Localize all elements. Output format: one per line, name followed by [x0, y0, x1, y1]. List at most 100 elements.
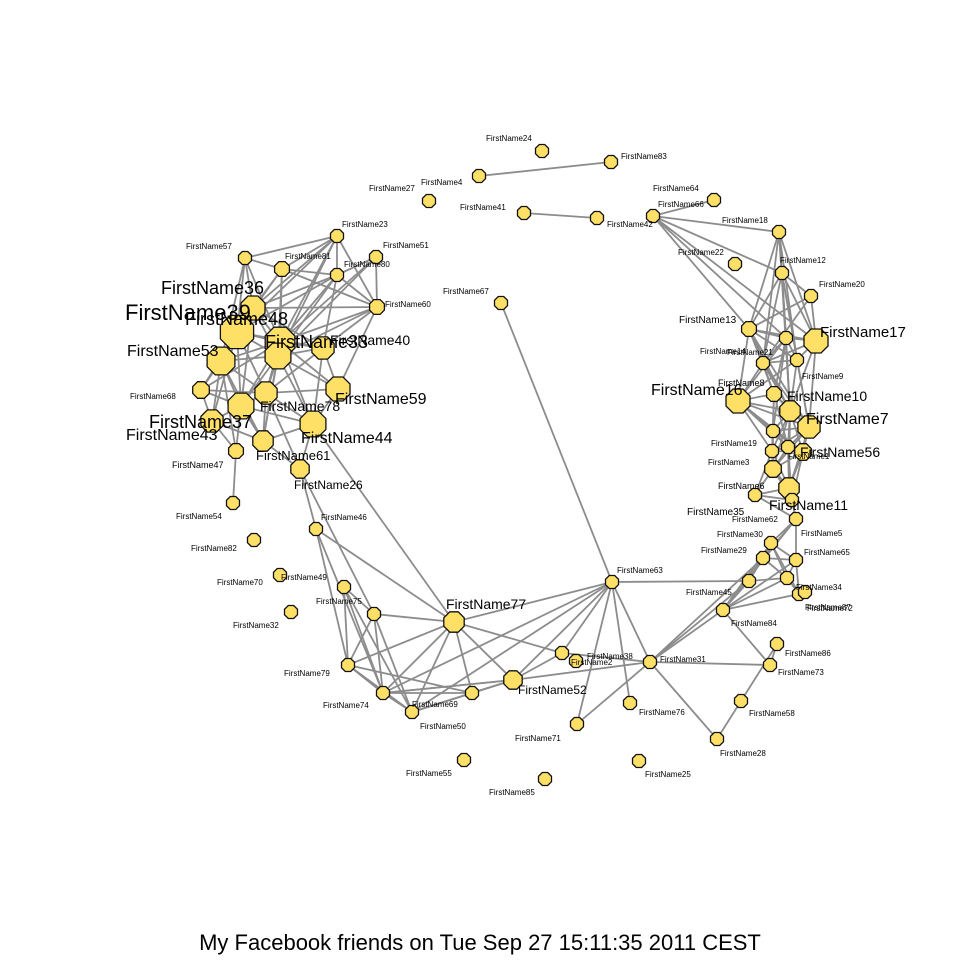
- node-FirstName24[interactable]: [534, 143, 550, 159]
- node-FirstName12[interactable]: [774, 265, 790, 281]
- node-FirstName64[interactable]: [706, 192, 722, 208]
- node-FirstName54[interactable]: [225, 495, 241, 511]
- node-label-FirstName65: FirstName65: [804, 548, 850, 557]
- node-label-FirstName51: FirstName51: [383, 241, 429, 250]
- node-FirstName61[interactable]: [252, 430, 274, 452]
- node-FirstName85[interactable]: [537, 771, 553, 787]
- node-FirstName39[interactable]: [219, 314, 255, 350]
- node-FirstName62[interactable]: [784, 492, 800, 508]
- node-FirstName16[interactable]: [725, 388, 751, 414]
- node-FirstName77[interactable]: [443, 611, 465, 633]
- node-FirstName79[interactable]: [340, 657, 356, 673]
- node-FirstName78[interactable]: [254, 381, 278, 405]
- node-FirstName47[interactable]: [227, 442, 245, 460]
- node-FirstName13[interactable]: [740, 320, 758, 338]
- node-FirstName25[interactable]: [631, 753, 647, 769]
- node-FirstName26[interactable]: [290, 459, 310, 479]
- node-FirstName86[interactable]: [769, 636, 785, 652]
- node-FirstName14[interactable]: [778, 330, 794, 346]
- node-FirstName1[interactable]: [780, 439, 796, 455]
- node-FirstName5[interactable]: [788, 511, 804, 527]
- node-FirstName29[interactable]: [755, 550, 771, 566]
- node-FirstName83[interactable]: [603, 154, 619, 170]
- node-FirstName7[interactable]: [797, 415, 821, 439]
- node-FirstName17[interactable]: [803, 328, 829, 354]
- node-FirstName60[interactable]: [368, 298, 386, 316]
- node-FirstName52[interactable]: [503, 670, 523, 690]
- node-FirstName65[interactable]: [788, 552, 804, 568]
- node-FirstName73[interactable]: [762, 657, 778, 673]
- node-label-FirstName25: FirstName25: [645, 770, 691, 779]
- node-FirstName32[interactable]: [283, 604, 299, 620]
- node-FirstName43[interactable]: [200, 409, 224, 433]
- node-FirstName3[interactable]: [764, 443, 780, 459]
- node-FirstName51[interactable]: [368, 249, 384, 265]
- node-FirstName20[interactable]: [803, 288, 819, 304]
- node-FirstName4[interactable]: [471, 168, 487, 184]
- node-FirstName80[interactable]: [329, 267, 345, 283]
- label-layer: FirstName24 FirstName83 FirstName27 FirstNa…: [125, 134, 906, 797]
- node-layer: [192, 143, 829, 787]
- node-label-FirstName6: FirstName6: [718, 481, 765, 491]
- node-FirstName66[interactable]: [645, 208, 661, 224]
- node-FirstName70[interactable]: [272, 567, 288, 583]
- node-FirstName41[interactable]: [516, 205, 532, 221]
- node-FirstName45[interactable]: [741, 573, 757, 589]
- node-FirstName56[interactable]: [794, 443, 812, 461]
- edge-FirstName78-FirstName26: [265, 392, 301, 470]
- node-label-FirstName49: FirstName49: [281, 573, 327, 582]
- node-FirstName69[interactable]: [464, 685, 480, 701]
- node-FirstName31[interactable]: [642, 654, 658, 670]
- node-FirstName22[interactable]: [727, 256, 743, 272]
- node-FirstName63[interactable]: [604, 574, 620, 590]
- node-FirstName34[interactable]: [779, 570, 795, 586]
- node-FirstName18[interactable]: [771, 224, 787, 240]
- node-FirstName58[interactable]: [733, 693, 749, 709]
- node-FirstName57[interactable]: [237, 250, 253, 266]
- node-FirstName46[interactable]: [308, 521, 324, 537]
- node-FirstName87[interactable]: [797, 584, 813, 600]
- edge-FirstName77-FirstName79: [347, 621, 455, 666]
- node-FirstName10[interactable]: [779, 400, 801, 422]
- node-FirstName81[interactable]: [273, 260, 291, 278]
- node-FirstName6[interactable]: [764, 460, 782, 478]
- node-FirstName59[interactable]: [325, 376, 351, 402]
- node-FirstName40[interactable]: [311, 336, 335, 360]
- node-FirstName28[interactable]: [709, 731, 725, 747]
- node-FirstName36[interactable]: [240, 295, 266, 321]
- edge-FirstName26-FirstName75: [299, 468, 375, 615]
- node-label-FirstName44: FirstName44: [301, 430, 393, 447]
- node-label-FirstName47: FirstName47: [172, 460, 224, 470]
- node-FirstName9[interactable]: [789, 352, 805, 368]
- edge-FirstName52-FirstName31: [512, 661, 651, 681]
- node-FirstName37[interactable]: [227, 392, 255, 420]
- node-FirstName71[interactable]: [569, 716, 585, 732]
- node-FirstName2[interactable]: [568, 653, 584, 669]
- node-FirstName27[interactable]: [421, 193, 437, 209]
- node-FirstName42[interactable]: [589, 210, 605, 226]
- node-FirstName75[interactable]: [366, 606, 382, 622]
- node-FirstName30[interactable]: [763, 535, 779, 551]
- node-FirstName74[interactable]: [375, 685, 391, 701]
- node-FirstName76[interactable]: [622, 695, 638, 711]
- node-FirstName68[interactable]: [192, 381, 210, 399]
- node-FirstName55[interactable]: [456, 752, 472, 768]
- node-label-FirstName83: FirstName83: [621, 152, 667, 161]
- node-label-FirstName79: FirstName79: [284, 669, 330, 678]
- edge-FirstName36-FirstName40: [252, 307, 324, 349]
- node-FirstName23[interactable]: [329, 228, 345, 244]
- node-FirstName84[interactable]: [715, 602, 731, 618]
- node-FirstName44[interactable]: [299, 410, 327, 438]
- node-FirstName49[interactable]: [336, 579, 352, 595]
- node-FirstName82[interactable]: [246, 532, 262, 548]
- node-FirstName21[interactable]: [755, 355, 771, 371]
- node-FirstName19[interactable]: [765, 423, 781, 439]
- node-FirstName53[interactable]: [206, 346, 236, 376]
- node-FirstName50[interactable]: [404, 704, 420, 720]
- node-FirstName35[interactable]: [747, 487, 763, 503]
- edge-FirstName12-FirstName13: [748, 272, 783, 330]
- node-FirstName33[interactable]: [264, 342, 292, 370]
- node-FirstName67[interactable]: [493, 295, 509, 311]
- node-FirstName38[interactable]: [554, 645, 570, 661]
- node-FirstName8[interactable]: [765, 385, 783, 403]
